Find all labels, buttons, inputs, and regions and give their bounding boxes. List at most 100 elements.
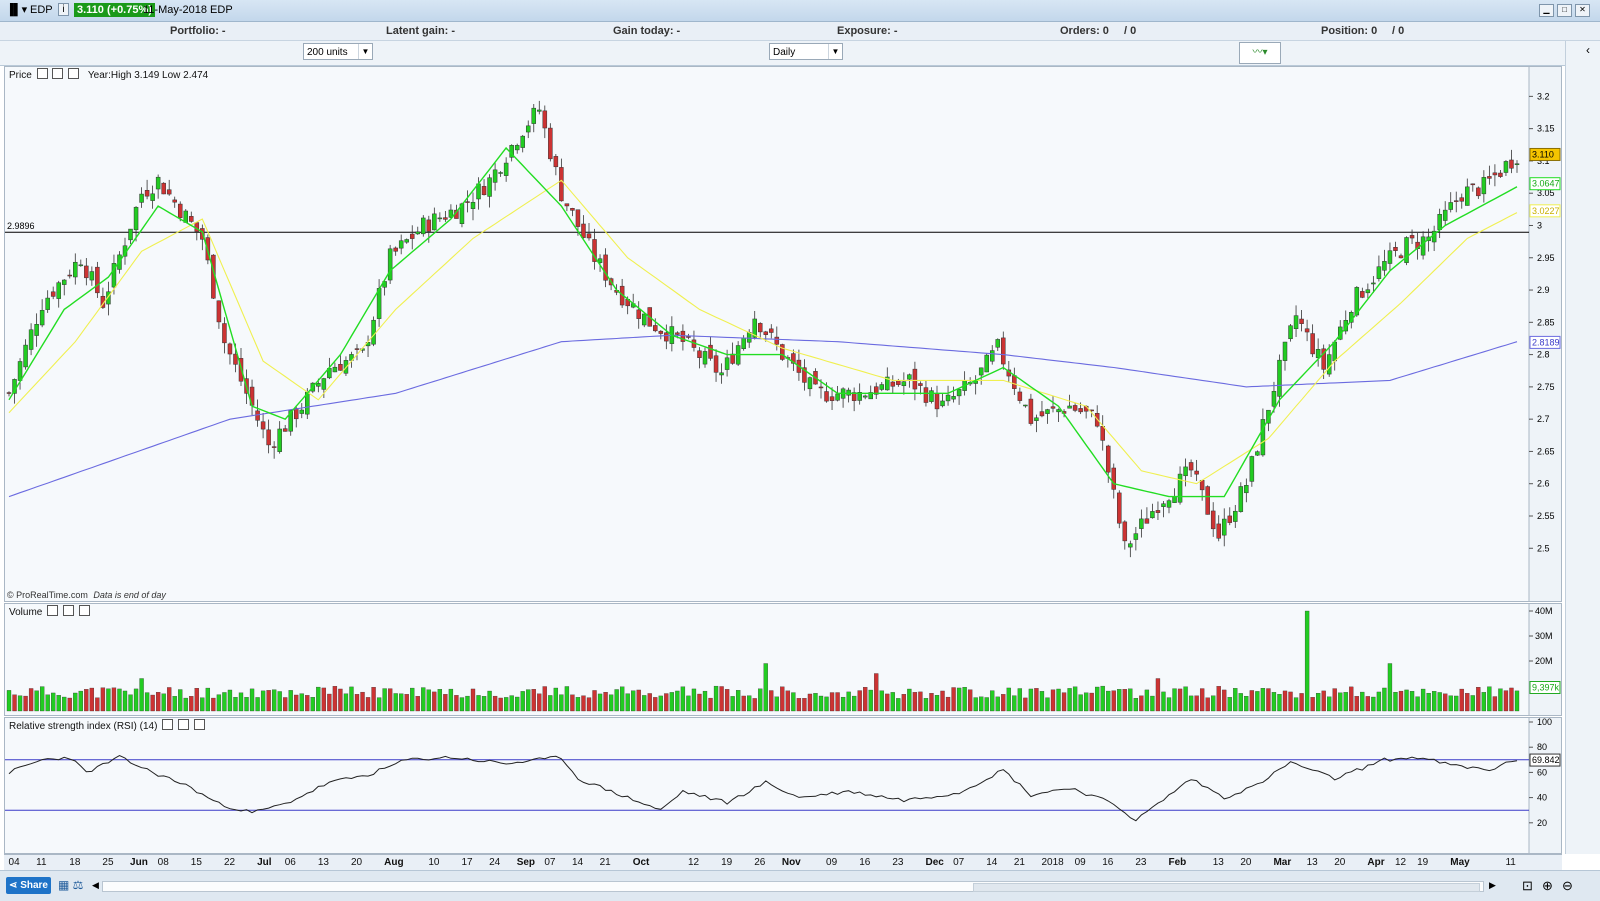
wrench-icon[interactable] xyxy=(36,68,48,79)
orders-secondary[interactable]: / 0 xyxy=(1124,25,1137,37)
volume-bar xyxy=(581,695,586,712)
window-close-icon[interactable] xyxy=(78,605,90,616)
symbol-label[interactable]: EDP xyxy=(30,4,53,16)
zoom-out-icon[interactable]: ⊖ xyxy=(1562,878,1573,893)
orders-label[interactable]: Orders: 0 xyxy=(1060,25,1109,37)
info-icon[interactable]: i xyxy=(58,3,69,16)
ma-slow-tag: 2.8189 xyxy=(1532,337,1560,347)
candle xyxy=(630,293,636,309)
position-secondary[interactable]: / 0 xyxy=(1392,25,1405,37)
window-minimize-icon[interactable] xyxy=(177,719,189,730)
candle-down xyxy=(829,396,835,401)
collapse-icon[interactable]: ‹ xyxy=(1586,43,1590,57)
candle-up xyxy=(1271,391,1277,407)
candle xyxy=(846,387,851,403)
volume-bar xyxy=(1050,689,1056,712)
ma-fast-line xyxy=(8,146,1518,498)
rsi-panel-title: Relative strength index (RSI) (14) xyxy=(9,719,205,732)
wrench-icon[interactable] xyxy=(162,719,174,730)
candle-up xyxy=(1139,518,1144,529)
units-select[interactable]: 200 units ▼ xyxy=(303,43,373,60)
volume-bar xyxy=(818,695,824,712)
window-close-icon[interactable] xyxy=(68,68,80,79)
volume-bar xyxy=(1001,694,1006,712)
x-axis-tick-label: 19 xyxy=(721,857,733,868)
volume-bar xyxy=(995,696,1000,712)
volume-bar xyxy=(1233,688,1238,712)
period-select[interactable]: Daily ▼ xyxy=(769,43,843,60)
zoom-fit-icon[interactable]: ⊡ xyxy=(1522,878,1533,893)
volume-bar xyxy=(531,689,536,712)
horizontal-scrollbar[interactable] xyxy=(102,881,1484,892)
volume-bar xyxy=(167,687,172,712)
candle xyxy=(1404,236,1409,266)
price-y-tick-label: 2.55 xyxy=(1537,511,1555,521)
volume-bar xyxy=(647,693,652,712)
candle-up xyxy=(1332,341,1337,362)
volume-bar xyxy=(614,689,619,712)
candle xyxy=(1210,502,1216,537)
window-minimize-icon[interactable] xyxy=(52,68,64,79)
x-axis-tick-label: 21 xyxy=(599,857,611,868)
price-panel: Price Year:High 3.149 Low 2.474 3.2 3.15 3… xyxy=(4,66,1562,602)
chart-type-icon[interactable]: ▐▌▾ xyxy=(6,4,28,16)
window-maximize-icon[interactable]: □ xyxy=(1557,4,1572,17)
rsi-chart[interactable]: 100 80 60 40 20 69.842 xyxy=(5,718,1561,853)
volume-bar xyxy=(1338,692,1343,712)
candle xyxy=(332,362,338,373)
tools-icon[interactable]: ▦ ⚖ xyxy=(58,878,84,892)
scroll-left-icon[interactable]: ◀ xyxy=(92,880,99,890)
chevron-down-icon[interactable]: ▼ xyxy=(358,44,372,59)
candle-up xyxy=(1183,466,1188,477)
volume-bar xyxy=(128,694,133,712)
candle xyxy=(84,258,89,286)
candle-up xyxy=(17,361,23,381)
x-axis-tick-label: 19 xyxy=(1417,857,1429,868)
candle xyxy=(1227,507,1233,526)
volume-bar xyxy=(144,692,150,712)
candle-up xyxy=(1244,485,1249,494)
volume-chart[interactable]: 40M 30M 20M 9,397k xyxy=(5,604,1561,715)
candle-up xyxy=(907,374,912,380)
wrench-icon[interactable] xyxy=(47,605,59,616)
window-minimize-icon[interactable] xyxy=(62,605,74,616)
window-minimize-icon[interactable]: ▁ xyxy=(1539,4,1554,17)
candle xyxy=(1376,255,1382,282)
volume-bar xyxy=(1398,690,1404,712)
share-button[interactable]: ⋖ Share xyxy=(6,877,51,894)
candle-up xyxy=(1056,409,1061,413)
price-y-tick-label: 2.8 xyxy=(1537,350,1550,360)
candle-down xyxy=(896,380,901,385)
x-axis-tick-label: 07 xyxy=(953,857,965,868)
volume-bar xyxy=(332,686,338,712)
x-axis-tick-label: Oct xyxy=(632,857,650,868)
gain-today-label: Gain today: - xyxy=(613,25,681,37)
volume-bar xyxy=(724,689,730,712)
volume-bar xyxy=(139,678,144,712)
candle-down xyxy=(233,353,238,365)
scroll-right-icon[interactable]: ▶ xyxy=(1489,880,1496,890)
volume-bar xyxy=(868,689,873,712)
candle-up xyxy=(1404,237,1409,263)
volume-bar xyxy=(12,694,17,712)
chevron-down-icon[interactable]: ▼ xyxy=(828,44,842,59)
candle xyxy=(592,228,597,270)
price-panel-title: Price Year:High 3.149 Low 2.474 xyxy=(9,68,208,81)
vol-y-tick-label: 20M xyxy=(1535,656,1553,666)
price-chart[interactable]: 3.23.153.13.0532.952.92.852.82.752.72.65… xyxy=(5,67,1561,601)
candle-down xyxy=(1100,426,1105,441)
scrollbar-thumb[interactable] xyxy=(973,883,1480,892)
indicators-button[interactable]: 〰▾ xyxy=(1239,42,1281,64)
window-close-icon[interactable] xyxy=(193,719,205,730)
volume-bar xyxy=(1492,696,1498,712)
volume-bar xyxy=(1509,687,1514,712)
candle-up xyxy=(139,193,144,203)
candle-up xyxy=(1166,500,1172,508)
volume-bar xyxy=(1454,695,1459,712)
zoom-in-icon[interactable]: ⊕ xyxy=(1542,878,1553,893)
volume-bar xyxy=(476,695,481,712)
x-axis-tick-label: 16 xyxy=(859,857,871,868)
candle-down xyxy=(481,186,487,196)
position-label[interactable]: Position: 0 xyxy=(1321,25,1378,37)
window-close-icon[interactable]: ✕ xyxy=(1575,4,1590,17)
